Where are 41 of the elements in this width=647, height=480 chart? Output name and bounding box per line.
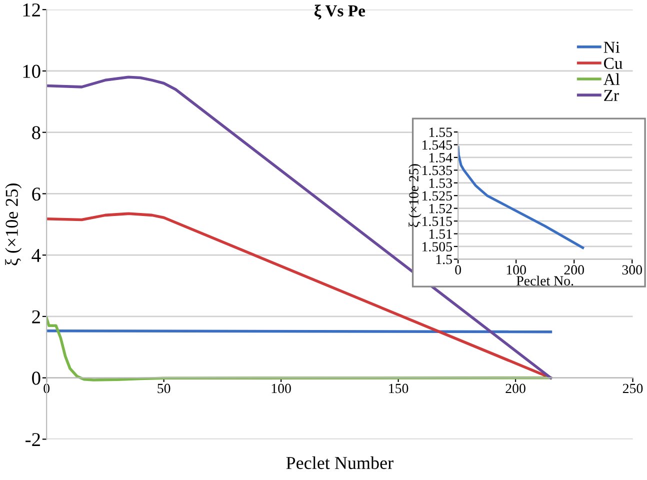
y-tick-label: 10: [23, 64, 40, 78]
y-axis-title: ξ (×10e 25): [5, 183, 22, 266]
y-axis-title: ξ (×10e 25): [408, 164, 422, 228]
y-tick-label: 1.505: [422, 242, 452, 252]
line-series: [458, 146, 584, 249]
y-tick-label: 1.525: [422, 191, 452, 201]
line-series: [46, 316, 552, 382]
x-tick-label: 250: [622, 384, 643, 394]
legend-label: Zr: [604, 90, 619, 101]
x-tick-label: 150: [389, 384, 408, 394]
x-tick-label: 200: [506, 384, 526, 394]
x-tick-label: 300: [622, 265, 642, 275]
y-tick-label: 4: [32, 249, 41, 262]
x-tick-label: 0: [455, 265, 462, 275]
y-tick-label: 1.55: [429, 128, 452, 138]
y-tick-label: -2: [26, 433, 40, 446]
x-tick-label: 100: [272, 384, 291, 394]
x-tick-label: 200: [564, 265, 584, 275]
y-tick-label: 1.515: [422, 216, 452, 226]
x-axis-title: Peclet No.: [516, 276, 574, 286]
legend-label: Ni: [604, 42, 620, 53]
x-axis-title: Peclet Number: [286, 456, 394, 470]
y-tick-label: 1.52: [429, 204, 452, 214]
y-tick-label: 0: [32, 372, 40, 385]
y-tick-label: 1.535: [422, 166, 452, 176]
y-tick-label: 12: [23, 3, 40, 16]
y-tick-label: 2: [32, 310, 40, 324]
legend-label: Cu: [604, 58, 622, 69]
y-tick-label: 1.51: [429, 229, 452, 239]
y-tick-label: 1.54: [429, 153, 452, 162]
line-series: [46, 76, 552, 380]
legend-label: Al: [603, 73, 620, 85]
y-tick-label: 1.545: [422, 140, 452, 150]
y-tick-label: 6: [32, 188, 40, 201]
y-tick-label: 1.5: [436, 254, 452, 264]
x-tick-label: 50: [158, 384, 170, 394]
x-tick-label: 0: [44, 384, 50, 394]
x-tick-label: 100: [506, 265, 526, 275]
y-tick-label: 1.53: [429, 178, 452, 188]
chart-title: ξ Vs Pe: [314, 4, 366, 20]
y-tick-label: 8: [32, 126, 40, 140]
